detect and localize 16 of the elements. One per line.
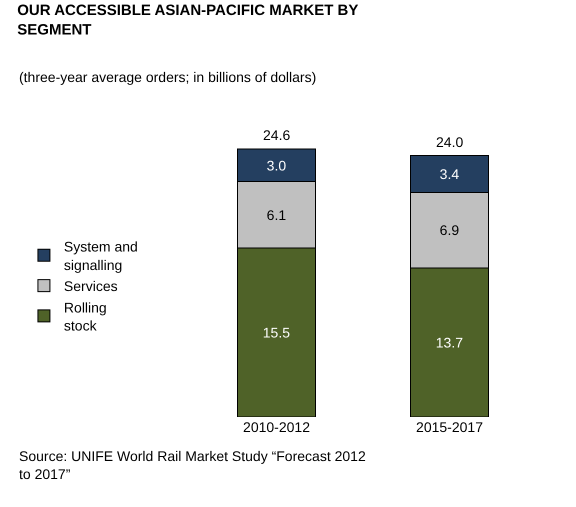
x-tick-label: 2015-2017 (416, 419, 484, 435)
legend-label: Rolling stock (64, 299, 107, 334)
data-label: 13.7 (436, 334, 464, 350)
data-label: 6.9 (440, 222, 460, 238)
legend-label: Services (64, 278, 118, 294)
total-label: 24.6 (263, 127, 290, 143)
data-label: 3.4 (440, 166, 460, 182)
x-tick-label: 2010-2012 (243, 419, 310, 435)
source-note: Source: UNIFE World Rail Market Study “Forecast 2012 to 2017” (19, 448, 366, 482)
legend-label: System and signalling (64, 238, 138, 273)
chart-title: OUR ACCESSIBLE ASIAN-PACIFIC MARKET BY SEGMENT (17, 2, 358, 39)
data-label: 3.0 (266, 157, 286, 174)
data-label: 6.1 (266, 206, 286, 223)
data-label: 15.5 (262, 324, 290, 341)
total-label: 24.0 (436, 134, 464, 150)
chart-subtitle: (three-year average orders; in billions of dollars) (19, 69, 316, 85)
